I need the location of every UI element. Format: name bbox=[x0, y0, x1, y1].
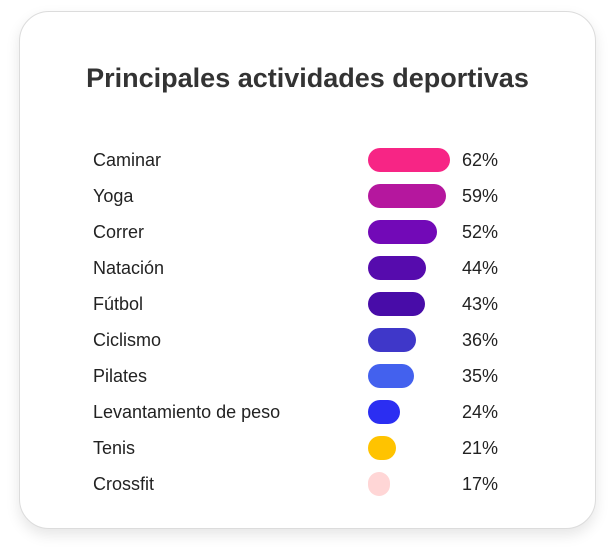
bar bbox=[368, 292, 425, 316]
bar bbox=[368, 148, 450, 172]
bar-row: Levantamiento de peso 24% bbox=[0, 400, 615, 424]
category-label: Natación bbox=[93, 258, 165, 278]
category-label: Fútbol bbox=[93, 294, 144, 314]
value-label: 44% bbox=[462, 258, 499, 278]
bar bbox=[368, 436, 396, 460]
bar-row: Yoga 59% bbox=[0, 184, 615, 208]
value-label: 43% bbox=[462, 294, 499, 314]
chart-card bbox=[19, 11, 596, 529]
bar bbox=[368, 364, 414, 388]
category-label: Levantamiento de peso bbox=[93, 402, 281, 422]
value-label: 59% bbox=[462, 186, 499, 206]
bar-row: Natación 44% bbox=[0, 256, 615, 280]
bar-row: Tenis 21% bbox=[0, 436, 615, 460]
chart-title: Principales actividades deportivas bbox=[86, 63, 529, 93]
category-label: Caminar bbox=[93, 150, 162, 170]
bar bbox=[368, 328, 416, 352]
category-label: Ciclismo bbox=[93, 330, 162, 350]
category-label: Pilates bbox=[93, 366, 148, 386]
bar bbox=[368, 472, 390, 496]
category-label: Correr bbox=[93, 222, 145, 242]
bar bbox=[368, 184, 446, 208]
bar-row: Ciclismo 36% bbox=[0, 328, 615, 352]
value-label: 52% bbox=[462, 222, 499, 242]
category-label: Crossfit bbox=[93, 474, 155, 494]
bar bbox=[368, 400, 400, 424]
bar-row: Fútbol 43% bbox=[0, 292, 615, 316]
value-label: 24% bbox=[462, 402, 499, 422]
bar bbox=[368, 220, 437, 244]
value-label: 62% bbox=[462, 150, 499, 170]
bar-row: Caminar 62% bbox=[0, 148, 615, 172]
value-label: 35% bbox=[462, 366, 499, 386]
value-label: 17% bbox=[462, 474, 499, 494]
value-label: 36% bbox=[462, 330, 499, 350]
bar-row: Crossfit 17% bbox=[0, 472, 615, 496]
bar-row: Correr 52% bbox=[0, 220, 615, 244]
value-label: 21% bbox=[462, 438, 499, 458]
category-label: Yoga bbox=[93, 186, 134, 206]
bar-row: Pilates 35% bbox=[0, 364, 615, 388]
bar bbox=[368, 256, 426, 280]
category-label: Tenis bbox=[93, 438, 136, 458]
